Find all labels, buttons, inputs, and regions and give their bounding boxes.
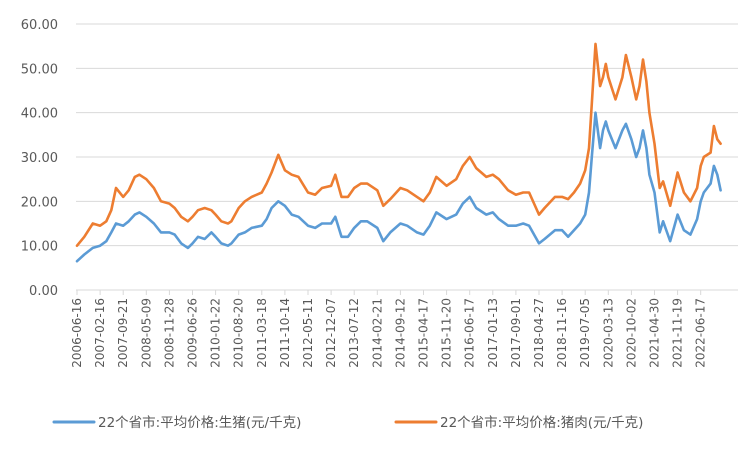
y-tick-label: 20.00 (21, 195, 58, 210)
legend-item-pork: 22个省市:平均价格:猪肉(元/千克) (394, 414, 643, 431)
x-tick-label: 2014-02-21 (370, 298, 384, 368)
pork-price-line (75, 42, 722, 247)
x-tick-label: 2020-03-13 (601, 298, 615, 368)
x-tick-label: 2006-06-16 (70, 298, 84, 368)
y-tick-label: 40.00 (21, 107, 58, 122)
grid (76, 23, 738, 291)
x-tick-label: 2010-01-22 (209, 298, 223, 368)
legend: 22个省市:平均价格:生猪(元/千克) 22个省市:平均价格:猪肉(元/千克) (52, 414, 643, 431)
x-tick-label: 2020-10-02 (624, 298, 638, 368)
x-tick-label: 2013-07-12 (347, 298, 361, 368)
x-tick-label: 2011-03-18 (255, 298, 269, 368)
x-tick-label: 2022-06-17 (694, 298, 708, 368)
y-tick-label: 50.00 (21, 62, 58, 77)
x-tick-label: 2021-11-19 (671, 298, 685, 368)
x-tick-label: 2017-01-13 (486, 298, 500, 368)
y-tick-label: 0.00 (29, 284, 58, 299)
x-tick-label: 2012-05-11 (301, 298, 315, 368)
x-axis: 2006-06-16 2007-02-16 2007-09-21 2008-05-09… (70, 290, 708, 368)
x-tick-label: 2008-05-09 (139, 298, 153, 368)
x-tick-label: 2018-04-27 (532, 298, 546, 368)
x-tick-label: 2010-08-20 (232, 298, 246, 368)
y-axis: 0.00 10.00 20.00 30.00 40.00 50.00 60.00 (21, 18, 58, 299)
live-hog-price-line (75, 111, 722, 263)
x-tick-label: 2007-09-21 (116, 298, 130, 368)
x-tick-label: 2016-06-17 (463, 298, 477, 368)
y-tick-label: 10.00 (21, 240, 58, 255)
x-tick-label: 2008-11-28 (162, 298, 176, 368)
legend-label: 22个省市:平均价格:生猪(元/千克) (98, 414, 301, 431)
x-tick-label: 2015-11-20 (440, 298, 454, 368)
legend-item-live-hog: 22个省市:平均价格:生猪(元/千克) (52, 414, 301, 431)
legend-label: 22个省市:平均价格:猪肉(元/千克) (440, 414, 643, 431)
x-tick-label: 2019-07-05 (578, 298, 592, 368)
x-tick-label: 2007-02-16 (93, 298, 107, 368)
x-tick-label: 2009-06-26 (186, 298, 200, 368)
x-tick-label: 2011-10-14 (278, 298, 292, 368)
y-tick-label: 30.00 (21, 151, 58, 166)
y-tick-label: 60.00 (21, 18, 58, 33)
x-tick-label: 2012-12-07 (324, 298, 338, 368)
series-lines (75, 42, 722, 263)
x-tick-label: 2014-09-12 (393, 298, 407, 368)
x-tick-label: 2021-04-30 (648, 298, 662, 368)
x-tick-label: 2018-11-16 (555, 298, 569, 368)
x-tick-label: 2017-09-01 (509, 298, 523, 368)
x-tick-label: 2015-04-17 (417, 298, 431, 368)
